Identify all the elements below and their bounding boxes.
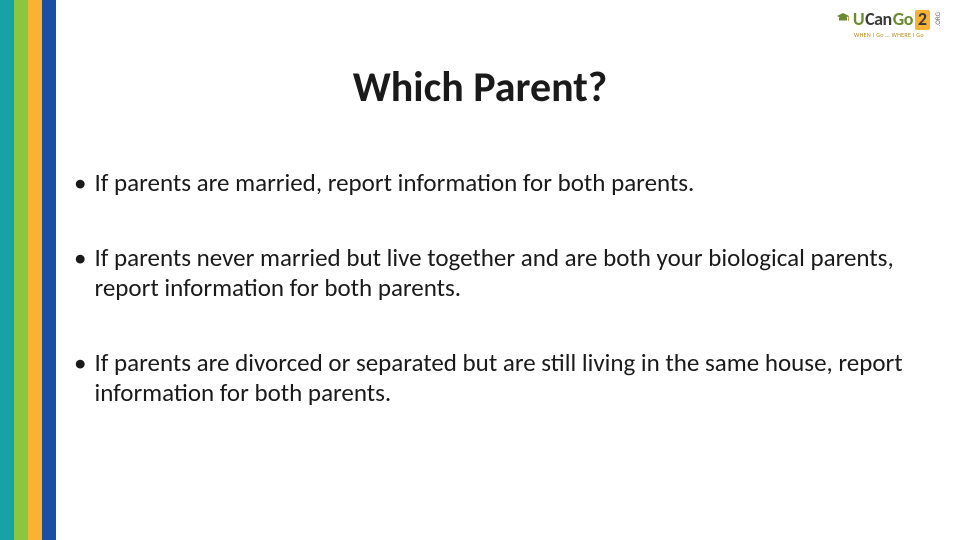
logo-text-u: U (853, 8, 864, 30)
logo-text-can: Can (865, 8, 892, 30)
bullet-text: If parents are married, report informati… (94, 168, 920, 199)
logo-text-go: Go (893, 8, 913, 30)
bullet-item: • If parents never married but live toge… (74, 243, 920, 304)
bullet-marker: • (74, 243, 86, 304)
ucango2-logo: U Can Go 2 .ORG WHEN I Go … WHERE I Go (836, 8, 942, 39)
logo-tagline: WHEN I Go … WHERE I Go (854, 31, 924, 39)
logo-text-2: 2 (915, 10, 930, 30)
bullet-text: If parents are divorced or separated but… (94, 348, 920, 409)
slide-title: Which Parent? (0, 62, 960, 113)
bullet-marker: • (74, 168, 86, 199)
bullet-marker: • (74, 348, 86, 409)
graduation-cap-icon (836, 12, 850, 26)
slide-body: • If parents are married, report informa… (74, 168, 920, 453)
bullet-text: If parents never married but live togeth… (94, 243, 920, 304)
bullet-item: • If parents are divorced or separated b… (74, 348, 920, 409)
bullet-item: • If parents are married, report informa… (74, 168, 920, 199)
logo-org: .ORG (933, 12, 942, 26)
